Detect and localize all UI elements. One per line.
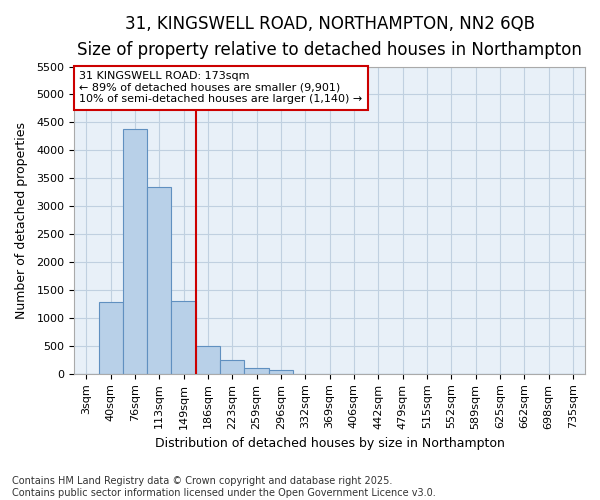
Bar <box>269 370 293 374</box>
Text: Contains HM Land Registry data © Crown copyright and database right 2025.
Contai: Contains HM Land Registry data © Crown c… <box>12 476 436 498</box>
Bar <box>147 186 172 374</box>
Bar <box>196 346 220 374</box>
Bar <box>172 301 196 374</box>
X-axis label: Distribution of detached houses by size in Northampton: Distribution of detached houses by size … <box>155 437 505 450</box>
Bar <box>244 368 269 374</box>
Title: 31, KINGSWELL ROAD, NORTHAMPTON, NN2 6QB
Size of property relative to detached h: 31, KINGSWELL ROAD, NORTHAMPTON, NN2 6QB… <box>77 15 582 60</box>
Bar <box>98 302 123 374</box>
Bar <box>123 129 147 374</box>
Text: 31 KINGSWELL ROAD: 173sqm
← 89% of detached houses are smaller (9,901)
10% of se: 31 KINGSWELL ROAD: 173sqm ← 89% of detac… <box>79 71 362 104</box>
Bar <box>220 360 244 374</box>
Y-axis label: Number of detached properties: Number of detached properties <box>15 122 28 318</box>
